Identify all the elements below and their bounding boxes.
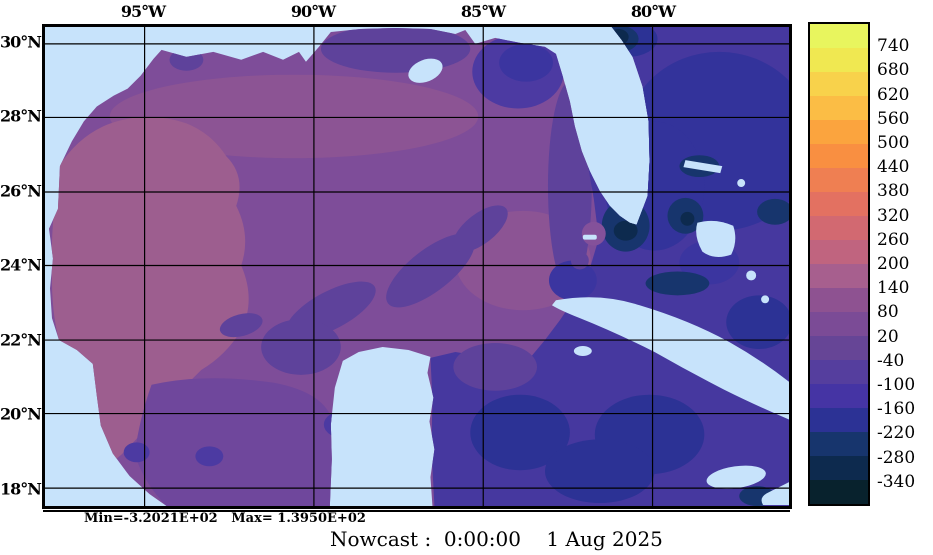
- islands-layer: [408, 58, 789, 506]
- land-chandeleur-sound: [408, 58, 443, 83]
- x-axis-label: 95°W: [120, 2, 166, 21]
- y-axis-label: 20°N: [0, 404, 42, 424]
- colorbar-tick-label: -220: [877, 423, 916, 444]
- land-andros-bank: [696, 220, 736, 257]
- y-axis-label: 26°N: [0, 181, 42, 201]
- map-svg: [45, 27, 789, 506]
- colorbar-cell: [810, 72, 868, 96]
- y-axis-label: 24°N: [0, 255, 42, 275]
- colorbar-cell: [810, 240, 868, 264]
- colorbar-tick-label: 440: [877, 157, 910, 178]
- x-axis-label: 85°W: [460, 2, 506, 21]
- y-axis-label: 30°N: [0, 32, 42, 52]
- graticule-grid: [45, 27, 789, 506]
- colorbar-cell: [810, 96, 868, 120]
- land-bahama-speck-2: [746, 270, 757, 281]
- minmax-stats: Min=-3.2021E+02 Max= 1.3950E+02: [84, 511, 366, 526]
- northeast-gulf-low-core: [499, 43, 553, 82]
- colorbar-tick-label: 740: [877, 36, 910, 57]
- colorbar-tick-label: 140: [877, 278, 910, 299]
- colorbar-cell: [810, 432, 868, 456]
- colorbar-cell: [810, 456, 868, 480]
- yucatan-channel-patch: [453, 343, 538, 391]
- map-plot-area: [42, 24, 792, 509]
- colorbar-tick-label: 20: [877, 326, 899, 347]
- colorbar-cell: [810, 288, 868, 312]
- campeche-eddy-2: [195, 446, 224, 467]
- bahama-abyss-core: [680, 211, 695, 226]
- colorbar-tick-label: 380: [877, 181, 910, 202]
- colorbar-cell: [810, 360, 868, 384]
- colorbar-cell: [810, 144, 868, 168]
- land-bahama-speck-3: [761, 295, 770, 304]
- x-axis-label: 90°W: [290, 2, 336, 21]
- colorbar-tick-label: -280: [877, 447, 916, 468]
- land-florida-keys: [582, 234, 597, 240]
- colorbar-tick-label: 560: [877, 108, 910, 129]
- land-bahama-speck-1: [737, 179, 746, 187]
- colorbar-cell: [810, 48, 868, 72]
- colorbar-cell: [810, 384, 868, 408]
- colorbar-cell: [810, 120, 868, 144]
- campeche-eddy-1: [123, 442, 150, 463]
- colorbar-tick-label: -160: [877, 399, 916, 420]
- colorbar-cell: [810, 264, 868, 288]
- mauve-spot-straits: [581, 221, 606, 246]
- caribbean-indigo-2: [544, 439, 655, 504]
- land-jamaica: [706, 465, 766, 489]
- colorbar-tick-label: 200: [877, 254, 910, 274]
- navy-spot-east-edge: [757, 198, 789, 225]
- y-axis-label: 22°N: [0, 330, 42, 350]
- colorbar-tick-label: -100: [877, 375, 916, 395]
- gulf-streak-3: [452, 205, 508, 253]
- gulf-streak-blob: [261, 319, 341, 375]
- florida-strait-abyss-core: [613, 220, 638, 241]
- colorbar-tick-label: 500: [877, 133, 910, 153]
- bahamas-indigo-patch: [726, 295, 789, 349]
- gulf-streak-4: [219, 313, 263, 338]
- colorbar-cell: [810, 408, 868, 432]
- west-gulf-high-region: [51, 116, 249, 470]
- colorbar-cell: [810, 480, 868, 504]
- y-axis-label: 28°N: [0, 106, 42, 126]
- colorbar-tick-label: 320: [877, 205, 910, 226]
- colorbar-tick-label: 620: [877, 84, 910, 105]
- land-grand-bahama: [683, 160, 723, 174]
- colorbar-cell: [810, 312, 868, 336]
- nowcast-title: Nowcast : 0:00:00 1 Aug 2025: [330, 527, 663, 551]
- purple-spot-straits: [570, 251, 589, 270]
- colorbar-tick-label: 260: [877, 229, 910, 250]
- y-axis-label: 18°N: [0, 479, 42, 499]
- gulf-streak-2: [386, 233, 475, 308]
- cuba-north-navy-band: [645, 271, 710, 296]
- colorbar: [808, 22, 870, 506]
- sea-surface-field-patches: [51, 27, 789, 506]
- colorbar-cell: [810, 168, 868, 192]
- land-isle-of-youth: [573, 346, 592, 356]
- land-cuba: [551, 297, 789, 420]
- straits-indigo-patch: [548, 260, 597, 301]
- colorbar-cell: [810, 216, 868, 240]
- colorbar-tick-label: 680: [877, 60, 910, 81]
- colorbar-tick-label: 80: [877, 302, 899, 323]
- delta-coastal-band: [320, 27, 471, 73]
- colorbar-cell: [810, 336, 868, 360]
- colorbar-cell: [810, 192, 868, 216]
- axis-baseline: [43, 510, 790, 512]
- x-axis-label: 80°W: [630, 2, 676, 21]
- campeche-bay-region: [134, 378, 333, 506]
- colorbar-cell: [810, 24, 868, 48]
- colorbar-tick-label: -40: [877, 350, 905, 371]
- colorbar-tick-label: -340: [877, 471, 916, 492]
